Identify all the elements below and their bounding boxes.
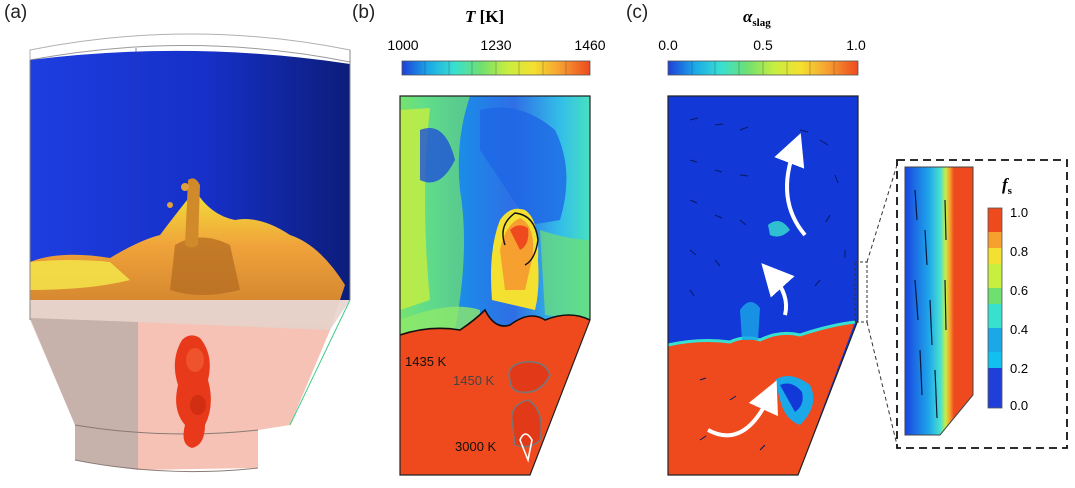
inset-solid-fraction: fs 1.0 0.8 0.6 0.4 0.2 0.0 (896, 159, 1068, 449)
panel-c: αslag 0.0 0.5 1.0 (658, 7, 898, 476)
vessel-lower-right (138, 322, 330, 470)
solid-fraction-colorbar (987, 207, 1003, 409)
slag-tick-mid: 0.5 (753, 37, 773, 53)
isotherm-1435 (399, 308, 591, 336)
zoom-region-marker (854, 261, 868, 323)
temperature-colorbar-title: T [K] (465, 7, 504, 26)
fs-tick-1.0: 1.0 (1010, 205, 1028, 220)
velocity-vectors (689, 117, 846, 451)
temperature-tick-mid: 1230 (480, 37, 511, 53)
slag-fraction-title: αslag (743, 7, 771, 29)
circulation-arrow-middle (761, 263, 795, 316)
circulation-arrow-lower (707, 380, 778, 438)
slag-tick-max: 1.0 (846, 37, 866, 53)
circulation-arrow-upper (774, 133, 807, 237)
panel-label-c: (c) (626, 2, 649, 23)
panel-a-tank (29, 33, 351, 473)
isotherm-label-1435: 1435 K (405, 354, 447, 369)
isotherm-label-3000: 3000 K (455, 439, 497, 454)
slag-tick-min: 0.0 (658, 37, 678, 53)
isotherm-label-1450: 1450 K (453, 373, 495, 388)
fs-tick-0.2: 0.2 (1010, 361, 1028, 376)
temperature-tick-min: 1000 (387, 37, 418, 53)
isotherm-3000 (519, 433, 533, 463)
isotherm-1450 (508, 360, 551, 394)
inset-field (905, 167, 973, 435)
solid-fraction-title: fs (1002, 175, 1013, 197)
fs-tick-0.4: 0.4 (1010, 322, 1028, 337)
fs-tick-0.6: 0.6 (1010, 283, 1028, 298)
fs-tick-0.8: 0.8 (1010, 244, 1028, 259)
fs-tick-0.0: 0.0 (1010, 398, 1028, 413)
panel-b: T [K] 1000 1230 1460 1435 K 1450 K 3000 … (387, 7, 606, 476)
vessel-lower-left (30, 318, 138, 470)
hot-metal-region (400, 310, 590, 475)
panel-label-a: (a) (4, 2, 28, 23)
temperature-tick-max: 1460 (574, 37, 605, 53)
panel-label-b: (b) (352, 2, 376, 23)
